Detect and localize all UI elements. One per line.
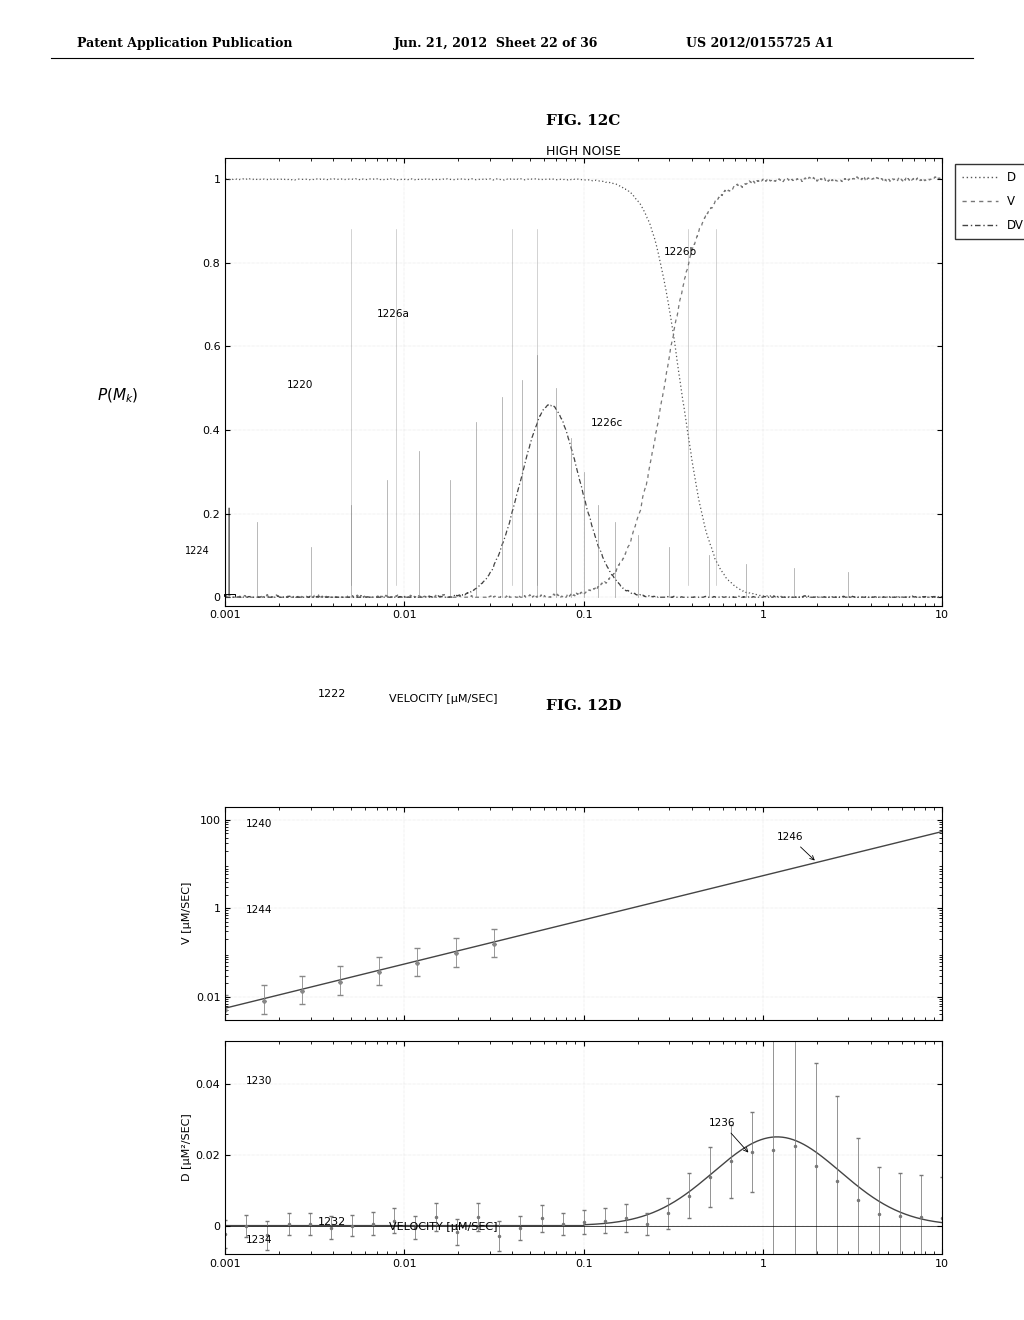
Legend: D, V, DV: D, V, DV [955,164,1024,239]
DV [543,397,555,413]
V [344,589,356,605]
Text: Jun. 21, 2012  Sheet 22 of 36: Jun. 21, 2012 Sheet 22 of 36 [394,37,599,50]
Y-axis label: V [μM/SEC]: V [μM/SEC] [181,882,191,945]
Text: VELOCITY [μM/SEC]: VELOCITY [μM/SEC] [389,1222,498,1233]
D [219,172,231,187]
D [780,589,793,605]
Y-axis label: D [μM²/SEC]: D [μM²/SEC] [181,1114,191,1181]
Text: 1226a: 1226a [377,309,410,319]
D [495,172,507,187]
Text: 1240: 1240 [246,818,272,829]
Text: 1232: 1232 [317,1217,346,1228]
Text: 1246: 1246 [777,832,814,859]
V [495,589,507,605]
DV [525,433,538,449]
V [936,172,948,187]
Title: HIGH NOISE: HIGH NOISE [546,145,622,158]
DV [494,543,506,558]
D [936,589,948,605]
D [845,589,857,605]
D [243,170,255,186]
Line: DV: DV [225,405,942,597]
Text: 1236: 1236 [709,1118,748,1152]
D [301,172,313,187]
Text: 1220: 1220 [287,380,313,391]
Text: 1226c: 1226c [591,418,624,428]
V [219,589,231,605]
V [525,589,538,605]
Text: 1234: 1234 [246,1236,272,1245]
Text: US 2012/0155725 A1: US 2012/0155725 A1 [686,37,834,50]
DV [219,589,231,605]
Text: 1224: 1224 [185,546,210,556]
DV [845,589,857,605]
Text: FIG. 12C: FIG. 12C [547,115,621,128]
Text: 1222: 1222 [317,689,346,700]
V [851,169,863,185]
D [525,172,538,187]
Text: 1226b: 1226b [664,247,697,256]
Line: V: V [225,177,942,597]
DV [922,589,934,605]
Text: 1230: 1230 [246,1076,272,1085]
V [923,170,935,186]
Text: $P(M_k)$: $P(M_k)$ [97,387,139,405]
D [923,589,935,605]
V [845,170,857,186]
DV [936,589,948,605]
Line: D: D [225,178,942,597]
V [301,589,313,605]
DV [301,589,313,605]
D [344,172,356,187]
V [219,589,231,605]
Text: Patent Application Publication: Patent Application Publication [77,37,292,50]
Text: VELOCITY [μM/SEC]: VELOCITY [μM/SEC] [389,694,498,705]
DV [343,589,355,605]
Text: 1244: 1244 [246,904,272,915]
Text: FIG. 12D: FIG. 12D [546,700,622,713]
